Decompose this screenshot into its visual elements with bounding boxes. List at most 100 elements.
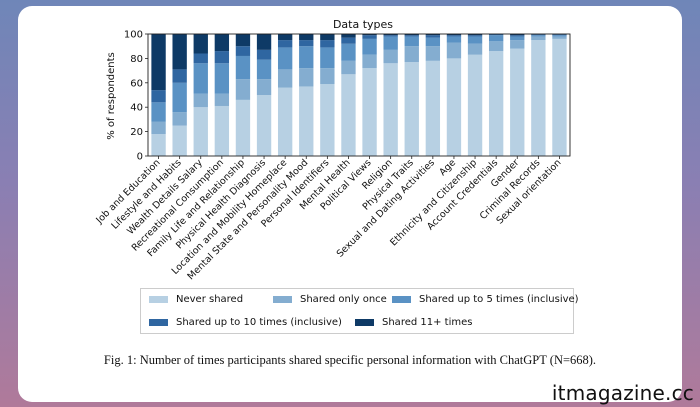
bar-segment (531, 35, 546, 37)
bar-segment (446, 34, 462, 36)
bar-segment (425, 37, 441, 47)
bar-segment (299, 86, 314, 156)
bar-segment (341, 37, 356, 44)
bar-segment (320, 47, 335, 69)
bar-segment (425, 46, 441, 61)
legend-item-never-shared: Never shared (149, 294, 243, 305)
bar-segment (235, 34, 251, 47)
bar-segment (383, 36, 398, 50)
bar-segment (404, 34, 419, 36)
bar-segment (151, 90, 166, 103)
bar-segment (214, 93, 230, 106)
bar-segment (172, 34, 187, 70)
legend: Never shared Shared only once Shared up … (140, 288, 579, 334)
bar-segment (277, 69, 293, 88)
legend-label: Never shared (176, 294, 244, 305)
bar-segment (277, 47, 293, 70)
bar-segment (299, 46, 314, 69)
bar-segment (404, 35, 419, 37)
bar-segment (193, 34, 208, 54)
legend-item-shared-up-to-10: Shared up to 10 times (inclusive) (149, 317, 342, 328)
bar-segment (256, 79, 272, 95)
bar-segment (277, 87, 293, 156)
bar-segment (256, 49, 272, 60)
bar-segment (552, 38, 567, 156)
legend-item-shared-11-plus: Shared 11+ times (355, 317, 472, 328)
bar-segment (510, 35, 525, 37)
bar-segment (193, 93, 208, 108)
bar-segment (383, 35, 398, 37)
bar-segment (467, 54, 483, 156)
bar-segment (341, 34, 356, 38)
bar-segment (299, 40, 314, 47)
legend-label: Shared 11+ times (382, 317, 473, 328)
bar-segment (214, 63, 230, 94)
bar-segment (362, 68, 377, 156)
legend-swatch (149, 319, 168, 326)
bars-group (151, 34, 567, 157)
bar-segment (235, 99, 251, 156)
bar-segment (467, 43, 483, 55)
bar-segment (341, 60, 356, 75)
bar-segment (552, 34, 567, 36)
bar-segment (320, 84, 335, 156)
legend-label: Shared only once (300, 294, 387, 305)
bar-segment (341, 74, 356, 156)
bar-segment (467, 36, 483, 44)
bar-segment (172, 82, 187, 113)
bar-segment (362, 54, 377, 69)
bar-segment (256, 95, 272, 156)
bar-segment (467, 35, 483, 37)
y-tick-label: 60 (130, 78, 143, 89)
bar-segment (404, 36, 419, 47)
bar-segment (446, 42, 462, 59)
bar-segment (552, 36, 567, 39)
bar-segment (341, 43, 356, 61)
bar-segment (425, 60, 441, 157)
legend-swatch (149, 296, 168, 303)
bar-segment (488, 51, 504, 156)
bar-segment (510, 34, 525, 36)
legend-swatch (392, 296, 411, 303)
bar-segment (172, 125, 187, 156)
bar-segment (151, 34, 166, 91)
bar-segment (383, 49, 398, 64)
bar-segment (425, 34, 441, 36)
y-tick-label: 80 (130, 54, 143, 65)
bar-segment (488, 35, 504, 42)
bar-segment (235, 79, 251, 100)
bar-segment (214, 34, 230, 52)
bar-segment (467, 34, 483, 36)
legend-swatch (355, 319, 374, 326)
bar-segment (362, 35, 377, 39)
bar-segment (214, 51, 230, 64)
watermark: itmagazine.cc (551, 381, 694, 405)
legend-label: Shared up to 5 times (inclusive) (419, 294, 579, 305)
bar-segment (510, 48, 525, 156)
legend-swatch (273, 296, 292, 303)
legend-label: Shared up to 10 times (inclusive) (176, 317, 342, 328)
bar-segment (531, 36, 546, 41)
bar-segment (172, 112, 187, 126)
bar-segment (552, 35, 567, 37)
y-tick-label: 40 (130, 103, 143, 114)
bar-segment (531, 34, 546, 36)
legend-item-shared-up-to-5: Shared up to 5 times (inclusive) (392, 294, 579, 305)
bar-segment (446, 35, 462, 37)
bar-segment (510, 36, 525, 41)
bar-segment (362, 38, 377, 55)
bar-segment (193, 53, 208, 64)
bar-segment (404, 62, 419, 157)
bar-segment (299, 34, 314, 41)
bar-segment (193, 63, 208, 94)
bar-segment (256, 34, 272, 50)
plot-frame (147, 33, 571, 157)
bar-segment (362, 34, 377, 36)
y-tick-label: 100 (124, 30, 143, 41)
bar-segment (193, 107, 208, 156)
legend-item-shared-once: Shared only once (273, 294, 387, 305)
bar-segment (235, 46, 251, 56)
bar-segment (404, 46, 419, 63)
bar-segment (446, 36, 462, 43)
